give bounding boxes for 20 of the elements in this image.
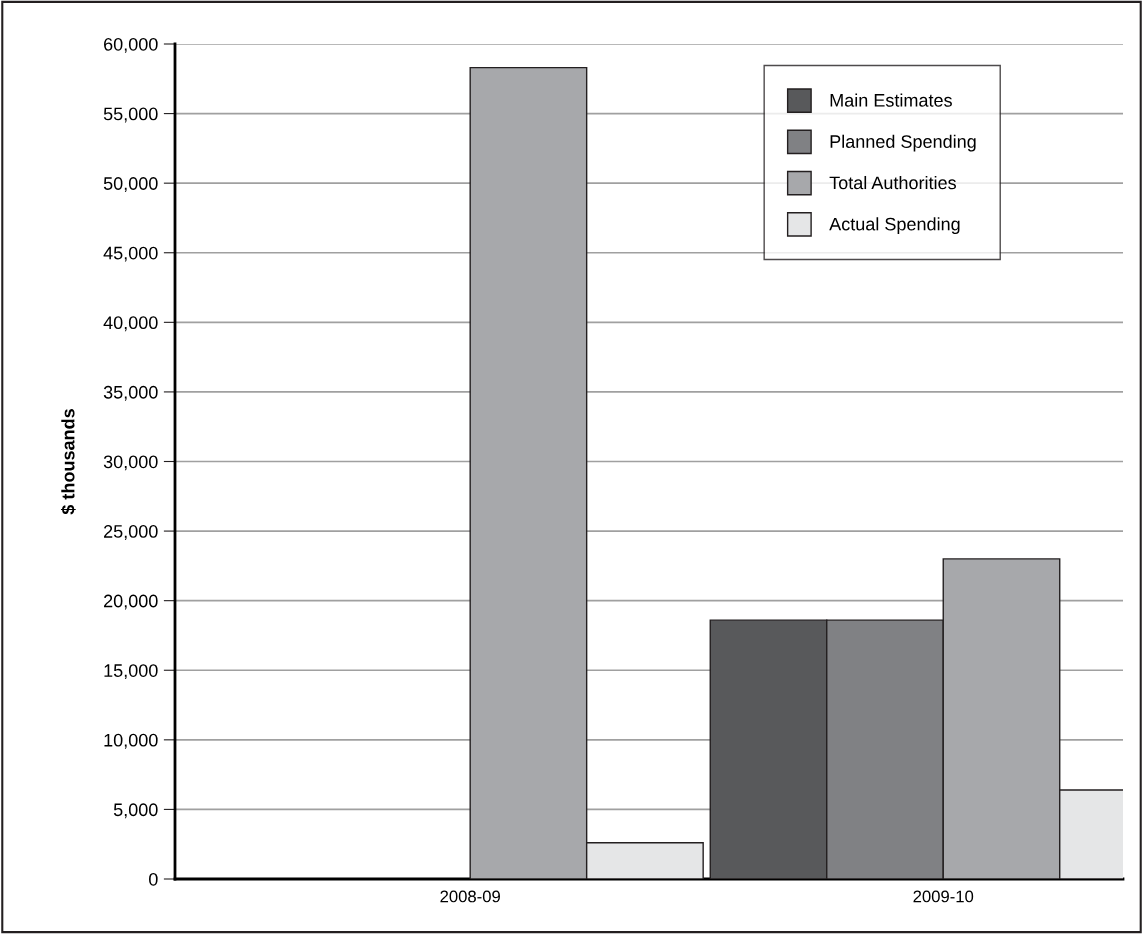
y-tick-label: 5,000 — [113, 803, 158, 819]
legend-label: Total Authorities — [829, 175, 956, 190]
y-tick-label: 45,000 — [103, 246, 158, 262]
y-tick-label: 25,000 — [104, 525, 158, 540]
y-tick-label: 15,000 — [104, 664, 158, 680]
y-tick-label: 60,000 — [104, 37, 158, 53]
x-tick-label: 2008-09 — [440, 890, 500, 903]
y-axis-title: $ thousands — [60, 409, 76, 515]
legend-label: Main Estimates — [830, 93, 952, 107]
x-tick-label: 2009-10 — [913, 890, 974, 903]
y-tick-label: 0 — [149, 872, 158, 886]
y-tick-label: 10,000 — [104, 733, 158, 749]
legend-label: Planned Spending — [830, 134, 976, 152]
y-tick-label: 40,000 — [103, 316, 158, 332]
legend-label: Actual Spending — [829, 217, 960, 235]
y-tick-label: 55,000 — [103, 107, 158, 123]
y-tick-label: 20,000 — [104, 594, 158, 610]
y-tick-label: 35,000 — [103, 385, 158, 401]
y-tick-label: 50,000 — [103, 177, 158, 193]
y-tick-label: 30,000 — [103, 455, 158, 471]
